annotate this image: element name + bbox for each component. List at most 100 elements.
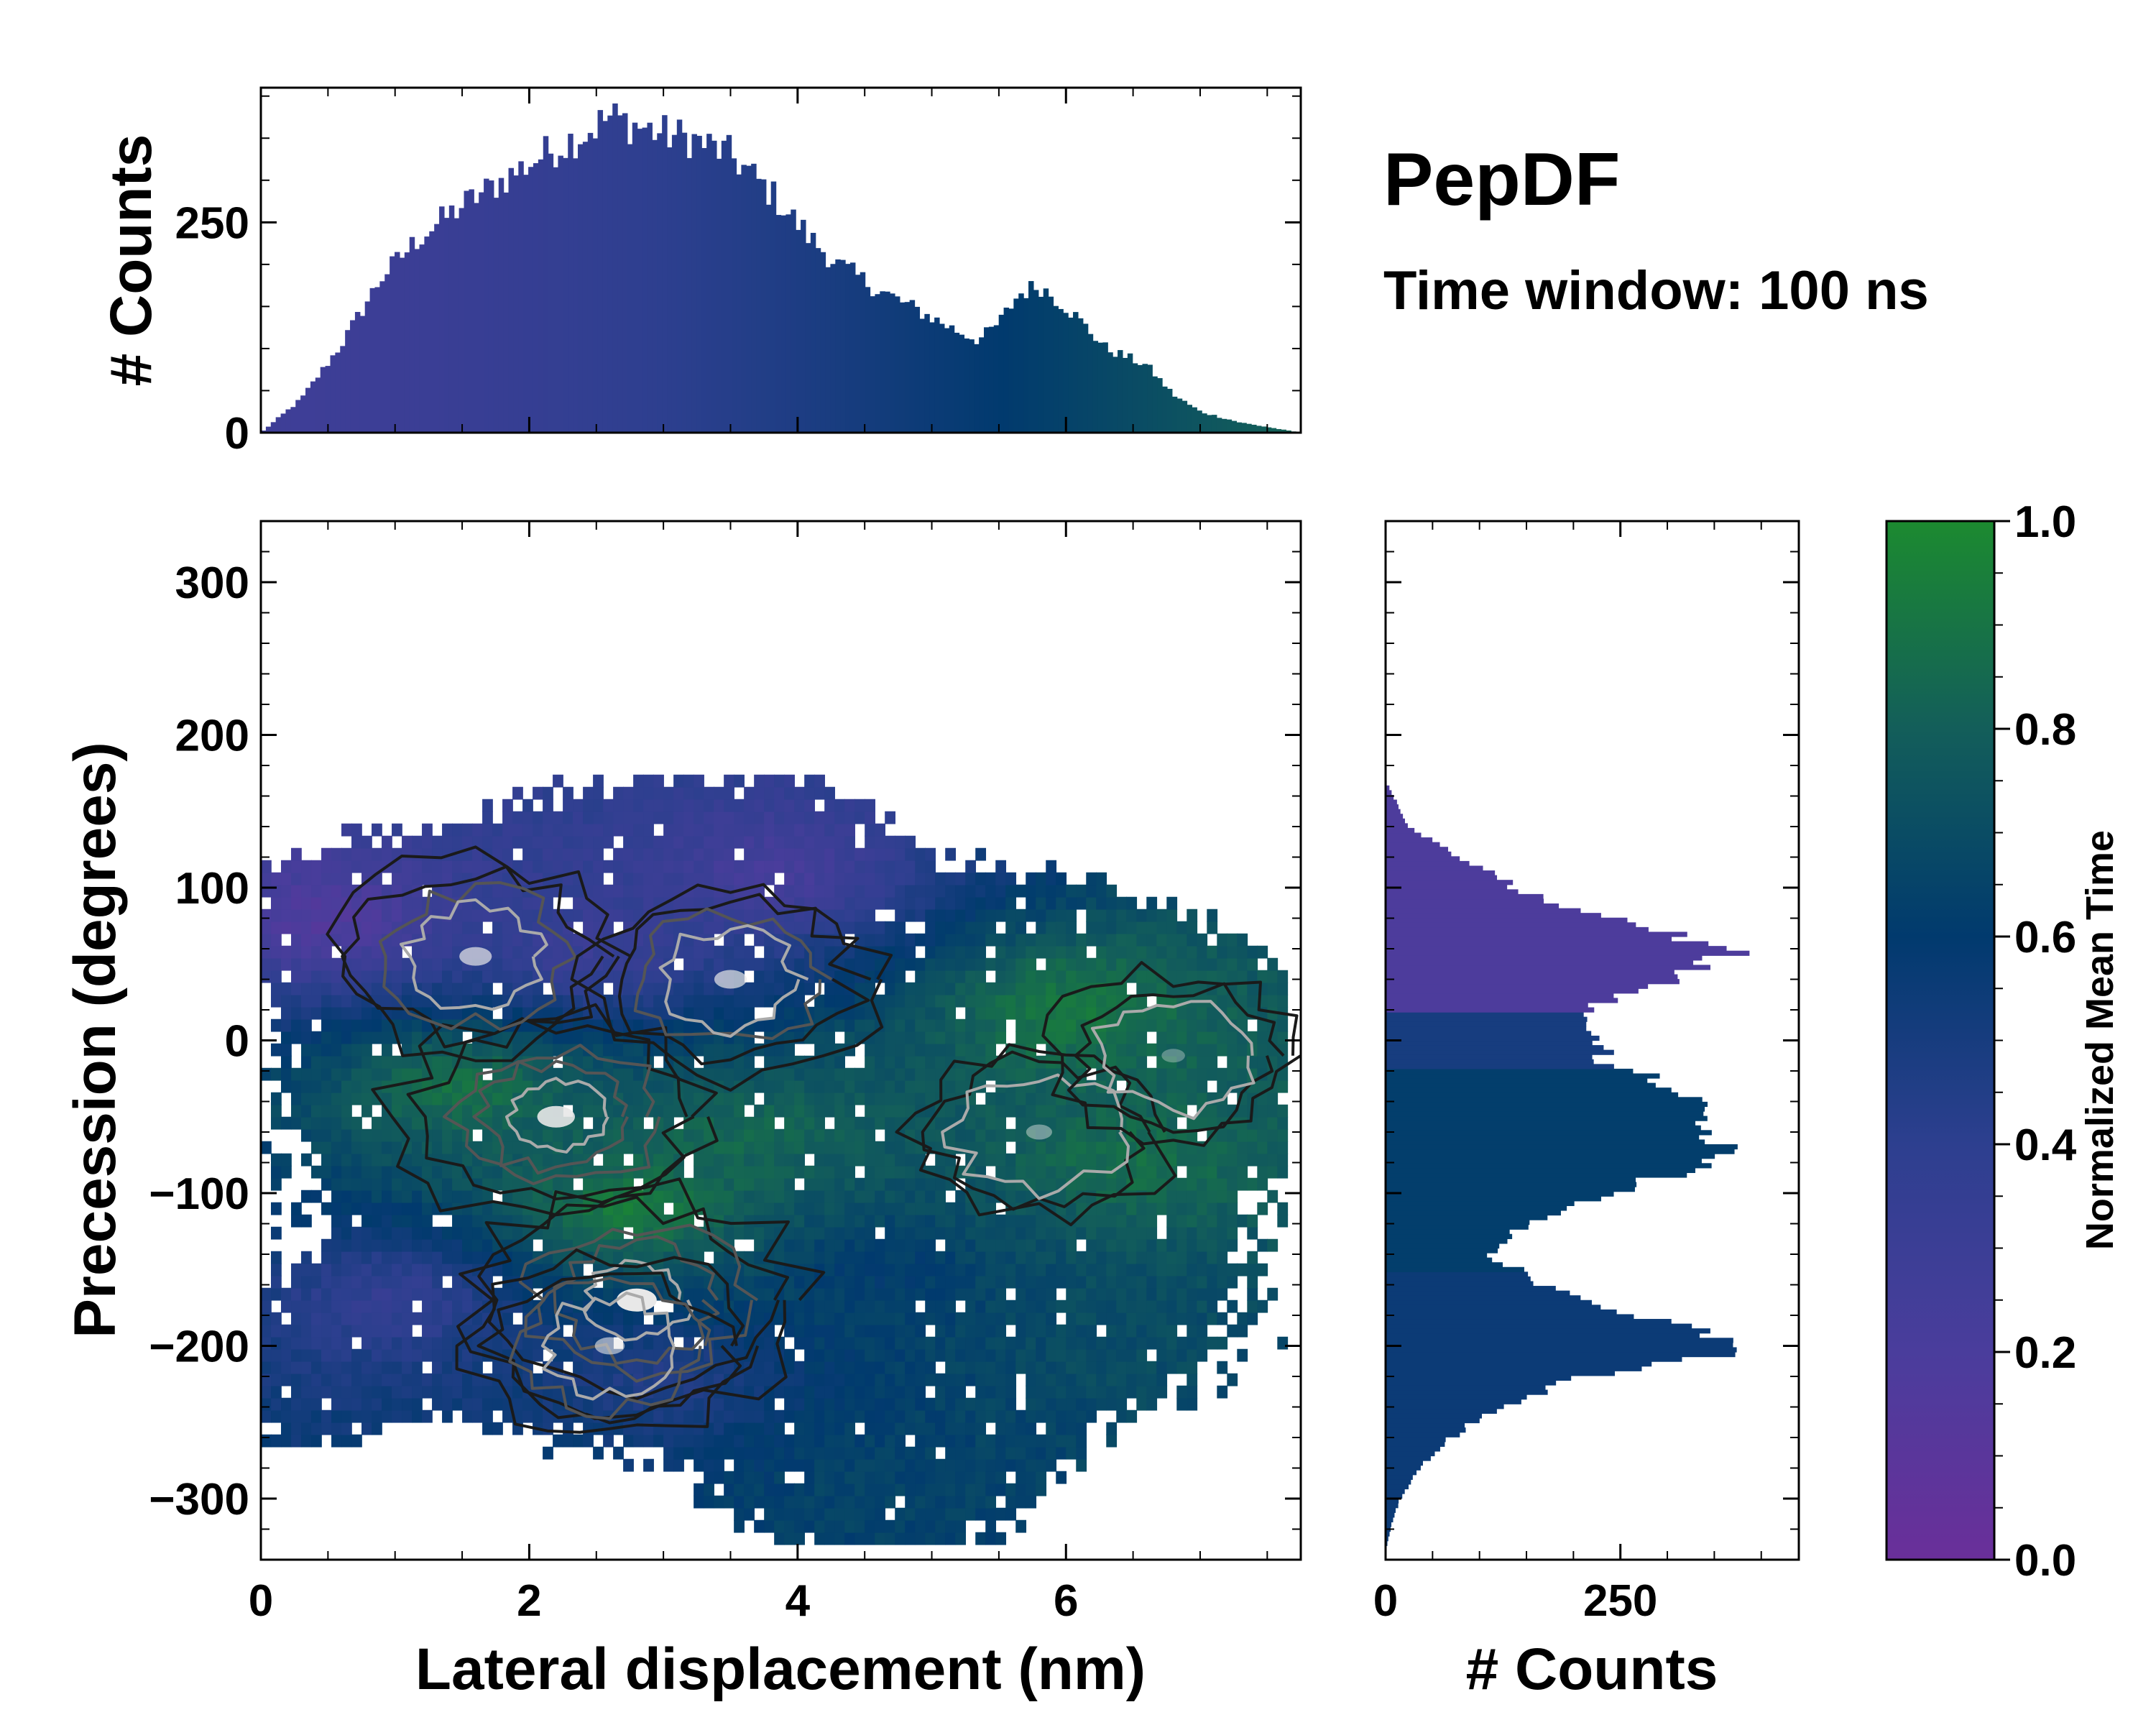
heatmap-cell	[643, 1251, 654, 1264]
heatmap-cell	[824, 1324, 835, 1338]
heatmap-cell	[301, 1422, 312, 1435]
top-hist-bar	[746, 165, 752, 433]
heatmap-cell	[382, 896, 392, 910]
heatmap-cell	[351, 957, 362, 971]
heatmap-cell	[995, 896, 1007, 910]
heatmap-cell	[854, 1507, 865, 1521]
heatmap-cell	[321, 1153, 332, 1167]
heatmap-cell	[885, 1153, 896, 1167]
heatmap-cell	[734, 811, 745, 824]
heatmap-cell	[1005, 1397, 1017, 1411]
heatmap-cell	[1036, 921, 1047, 934]
heatmap-cell	[442, 982, 453, 995]
heatmap-cell	[261, 1361, 272, 1374]
heatmap-cell	[623, 1006, 634, 1020]
heatmap-cell	[583, 1177, 594, 1191]
heatmap-cell	[1096, 1214, 1107, 1228]
top-hist-bar	[528, 167, 534, 433]
heatmap-cell	[824, 786, 835, 800]
heatmap-cell	[1005, 1458, 1017, 1472]
heatmap-cell	[573, 1397, 584, 1411]
heatmap-cell	[1005, 1495, 1017, 1509]
heatmap-cell	[1096, 1092, 1107, 1105]
heatmap-cell	[694, 982, 704, 995]
heatmap-cell	[844, 1031, 855, 1044]
heatmap-cell	[452, 1312, 463, 1325]
heatmap-cell	[1217, 1312, 1228, 1325]
heatmap-cell	[372, 982, 382, 995]
heatmap-cell	[774, 1092, 785, 1105]
heatmap-cell	[502, 1226, 513, 1240]
heatmap-cell	[261, 1324, 272, 1338]
heatmap-cell	[985, 1385, 997, 1399]
heatmap-cell	[995, 1312, 1007, 1325]
heatmap-cell	[1187, 957, 1198, 971]
heatmap-cell	[905, 1483, 916, 1496]
heatmap-cell	[885, 1324, 896, 1338]
heatmap-cell	[1156, 1104, 1168, 1118]
heatmap-cell	[341, 1287, 352, 1301]
heatmap-cell	[522, 1092, 533, 1105]
heatmap-cell	[1146, 945, 1158, 959]
heatmap-cell	[331, 1287, 342, 1301]
heatmap-cell	[734, 1141, 745, 1154]
heatmap-cell	[492, 1116, 503, 1130]
heatmap-cell	[351, 1202, 362, 1215]
heatmap-cell	[452, 1128, 463, 1142]
heatmap-cell	[1146, 896, 1158, 910]
heatmap-cell	[321, 1128, 332, 1142]
heatmap-cell	[865, 1055, 875, 1069]
heatmap-cell	[1015, 1104, 1027, 1118]
heatmap-cell	[764, 799, 775, 812]
heatmap-cell	[704, 872, 714, 886]
heatmap-cell	[1197, 1202, 1208, 1215]
heatmap-cell	[442, 1263, 453, 1276]
heatmap-cell	[824, 1128, 835, 1142]
heatmap-cell	[1106, 1397, 1118, 1411]
heatmap-cell	[905, 896, 916, 910]
heatmap-cell	[512, 1226, 523, 1240]
top-hist-bar	[399, 257, 405, 433]
heatmap-cell	[1005, 994, 1017, 1008]
heatmap-cell	[281, 1336, 292, 1350]
heatmap-cell	[442, 1251, 453, 1264]
heatmap-cell	[1197, 1055, 1208, 1069]
heatmap-cell	[704, 1458, 714, 1472]
top-hist-bar	[533, 163, 539, 433]
heatmap-cell	[1076, 1422, 1087, 1435]
top-histogram-bars	[261, 103, 1302, 433]
heatmap-cell	[683, 1446, 694, 1460]
heatmap-cell	[744, 1275, 755, 1289]
heatmap-cell	[623, 835, 634, 849]
heatmap-cell	[291, 908, 302, 922]
heatmap-cell	[694, 847, 704, 861]
heatmap-cell	[875, 884, 885, 898]
heatmap-cell	[744, 1397, 755, 1411]
heatmap-cell	[1136, 1324, 1148, 1338]
heatmap-cell	[331, 1128, 342, 1142]
heatmap-cell	[1207, 945, 1218, 959]
heatmap-cell	[784, 884, 795, 898]
heatmap-cell	[844, 1409, 855, 1423]
heatmap-cell	[724, 1446, 734, 1460]
heatmap-cell	[372, 1018, 382, 1032]
heatmap-cell	[663, 1080, 674, 1093]
heatmap-cell	[533, 1373, 543, 1386]
heatmap-cell	[945, 908, 957, 922]
heatmap-cell	[724, 1397, 734, 1411]
heatmap-cell	[945, 945, 957, 959]
heatmap-cell	[663, 835, 674, 849]
heatmap-cell	[502, 1067, 513, 1081]
heatmap-cell	[1187, 933, 1198, 947]
heatmap-cell	[945, 884, 957, 898]
heatmap-cell	[1046, 1238, 1057, 1252]
heatmap-cell	[281, 1434, 292, 1448]
heatmap-cell	[432, 1116, 443, 1130]
heatmap-cell	[895, 908, 906, 922]
heatmap-cell	[321, 970, 332, 983]
heatmap-cell	[905, 1373, 916, 1386]
heatmap-cell	[261, 1287, 272, 1301]
top-hist-bar	[612, 103, 618, 433]
heatmap-cell	[834, 1495, 845, 1509]
heatmap-cell	[744, 982, 755, 995]
